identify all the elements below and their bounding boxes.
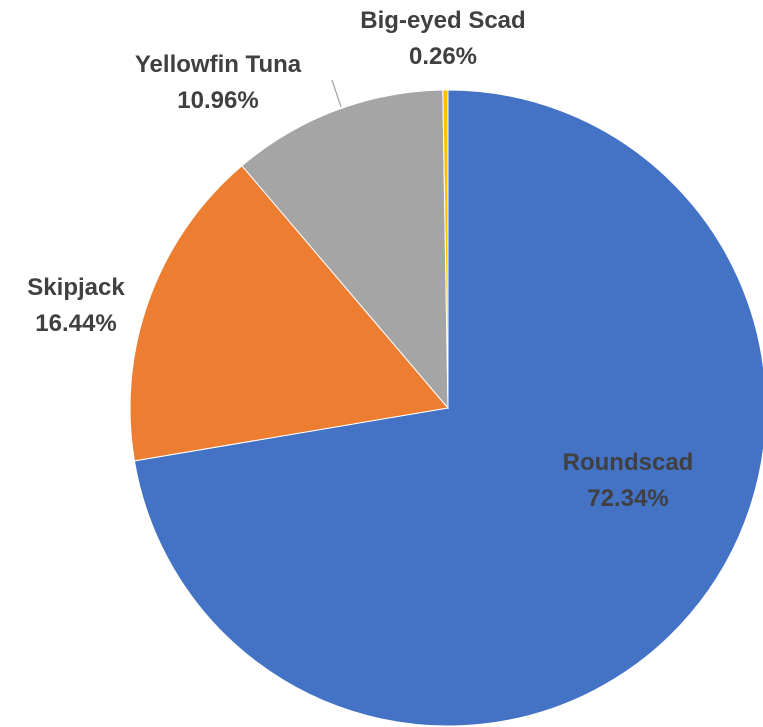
leader-lines [331, 79, 342, 108]
pie-slice-skipjack [129, 165, 449, 462]
slice-label-skipjack: Skipjack [27, 274, 125, 301]
slice-value-big-eyed-scad: 0.26% [409, 43, 477, 70]
pie-slice-big-eyed-scad [442, 89, 449, 409]
slice-value-yellowfin-tuna: 10.96% [177, 87, 258, 114]
slice-label-yellowfin-tuna: Yellowfin Tuna [135, 51, 302, 78]
slice-value-skipjack: 16.44% [35, 310, 116, 337]
pie-slices [129, 89, 763, 727]
slice-label-roundscad: Roundscad [563, 449, 694, 476]
leader-line-yellowfin-tuna [331, 79, 342, 108]
data-labels: Roundscad 72.34% Skipjack 16.44% Yellowfin T… [27, 7, 693, 512]
pie-slice-yellowfin-tuna [241, 89, 449, 410]
slice-label-big-eyed-scad: Big-eyed Scad [360, 7, 525, 34]
slice-value-roundscad: 72.34% [587, 485, 668, 512]
pie-slice-roundscad [133, 89, 763, 727]
